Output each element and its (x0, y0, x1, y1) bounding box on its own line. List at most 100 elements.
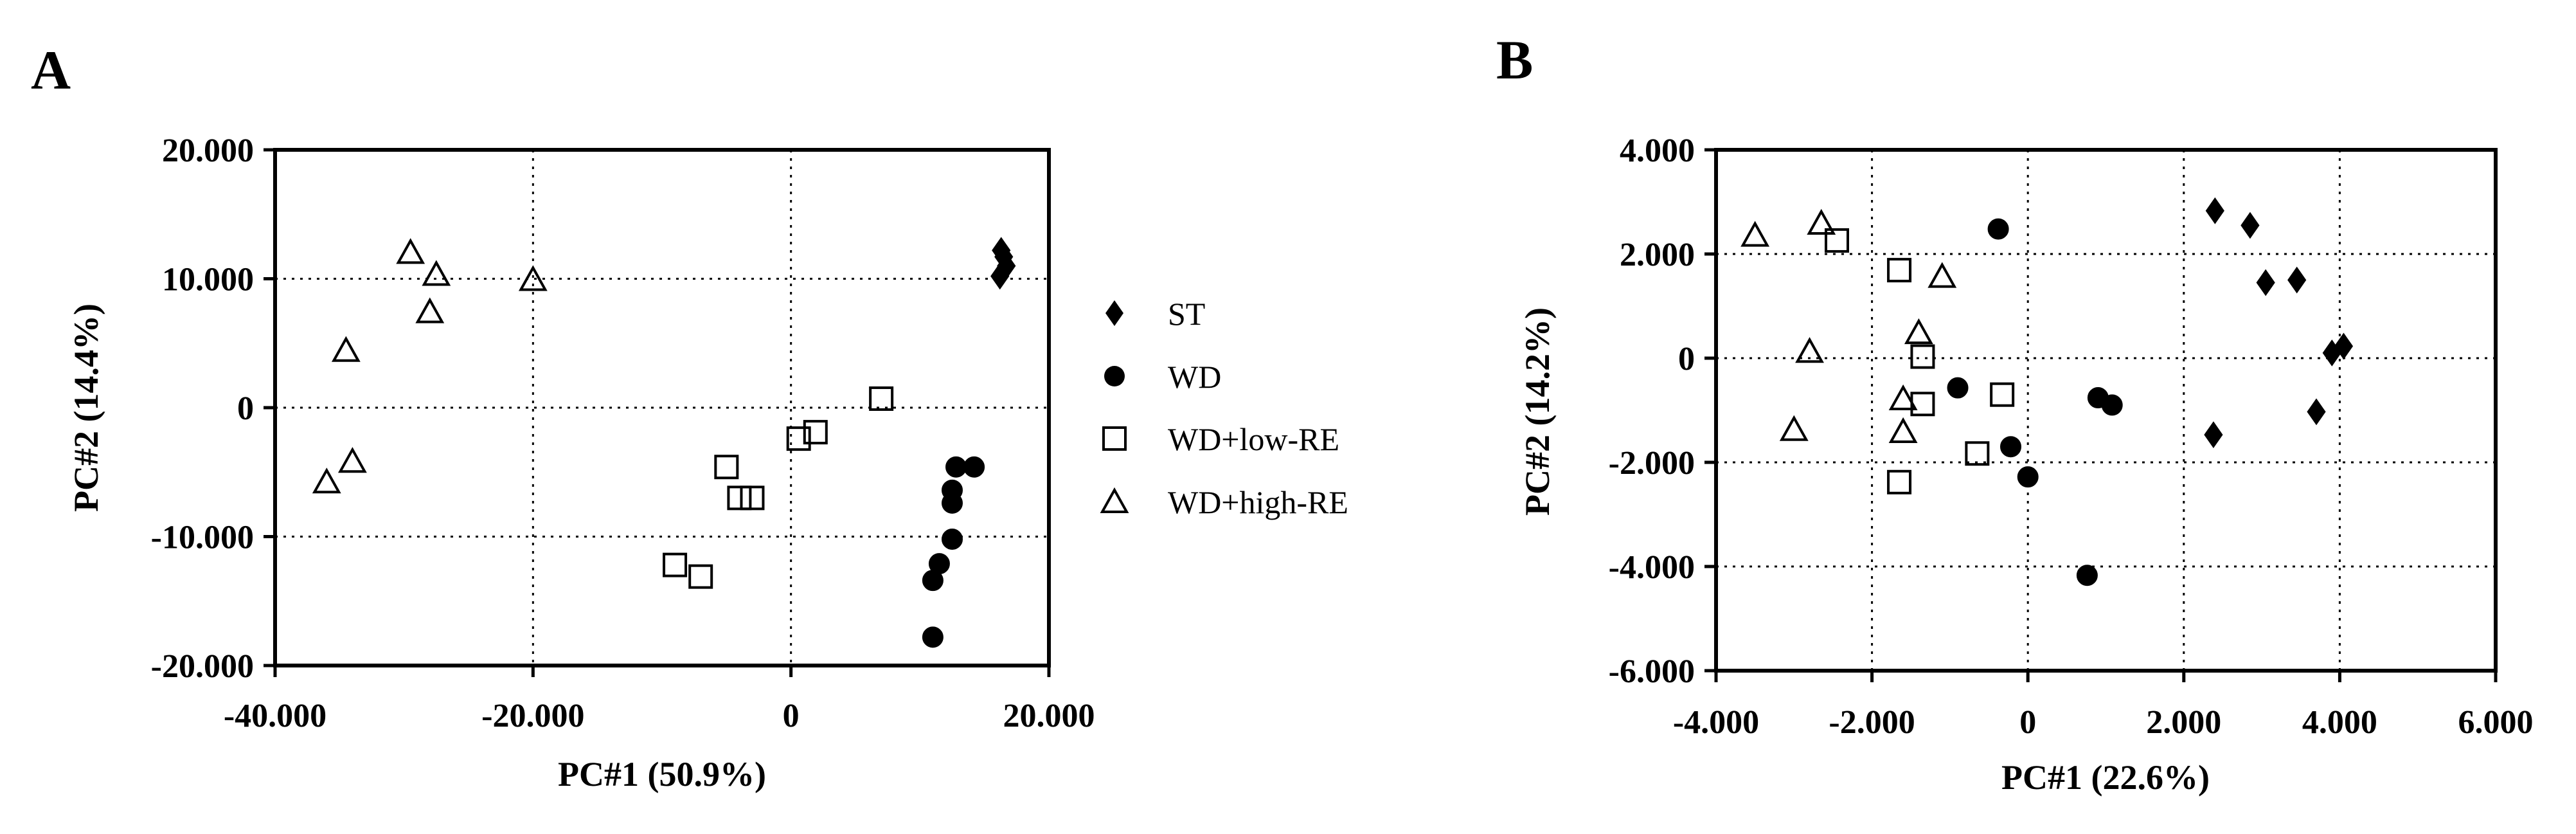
panel-a-y-tick-label: -20.000 (151, 648, 254, 685)
panel-b-point-wd-low-re (1965, 441, 1990, 466)
panel-a-point-wd-high-re (312, 467, 341, 494)
panel-a-x-tick-label: 0 (783, 698, 800, 734)
panel-a-point-wd (928, 553, 950, 575)
panel-b-point-st (2307, 398, 2326, 426)
panel-a-point-wd-low-re (714, 455, 739, 480)
panel-a-point-wd-high-re (422, 260, 451, 286)
panel-b-point-wd (2000, 436, 2022, 458)
legend-item-wd: WD (1104, 359, 1221, 395)
panel-b-y-tick-label: 2.000 (1620, 237, 1695, 273)
legend-item-wd-low-re: WD+low-RE (1102, 421, 1339, 457)
panel-b-point-wd (2101, 394, 2123, 416)
panel-b-point-wd-high-re (1807, 208, 1836, 235)
panel-a-point-wd-low-re (803, 420, 828, 445)
panel-a-y-tick-label: 0 (237, 390, 254, 427)
panel-a-letter: A (31, 39, 71, 101)
panel-b-point-st (2204, 421, 2223, 448)
panel-b-point-wd-high-re (1888, 417, 1918, 444)
panel-b-letter: B (1496, 29, 1533, 91)
panel-a-y-tick-label: 10.000 (162, 262, 254, 298)
panel-b-x-tick-label: 0 (2019, 704, 2036, 741)
legend-marker-triangle (1100, 487, 1129, 513)
panel-b-point-wd (2076, 565, 2098, 586)
panel-b-point-wd (1987, 218, 2009, 240)
panel-b-x-axis-title: PC#1 (22.6%) (2001, 758, 2210, 797)
panel-a-points (312, 237, 1016, 648)
panel-a-point-wd-low-re (740, 485, 765, 511)
panel-a-point-wd-high-re (518, 265, 548, 291)
panel-a-point-wd (942, 479, 963, 501)
panel-a-x-tick-label: 20.000 (1003, 698, 1095, 734)
panel-a-point-wd (942, 529, 963, 550)
panel-b-y-tick-label: 4.000 (1620, 132, 1695, 169)
panel-b-point-wd-high-re (1740, 221, 1770, 247)
panel-b-y-tick-label: 0 (1678, 341, 1695, 377)
panel-b: B -4.000 -2.000 0 2.000 4.000 6.000-6.000-4.0… (1496, 29, 2534, 797)
panel-b-point-wd-low-re (1887, 469, 1912, 494)
panel-b-point-wd (1947, 377, 1969, 399)
panel-a-y-tick-label: -10.000 (151, 520, 254, 556)
panel-a-point-wd (922, 626, 944, 648)
panel-a-point-wd-low-re (688, 564, 713, 589)
panel-b-point-wd-high-re (1928, 262, 1957, 288)
panel-a-ticks: -40.000 -20.000 0 20.000 -20.000 -10.000 0 10.0… (151, 132, 1095, 734)
panel-a-point-wd-low-re (727, 485, 752, 511)
panel-a-point-wd-low-re (663, 552, 688, 577)
panel-b-points (1740, 197, 2354, 586)
legend-label-wd-low-re: WD+low-RE (1168, 421, 1339, 457)
panel-a-point-wd (945, 456, 967, 478)
panel-b-point-wd-high-re (1904, 318, 1933, 345)
legend-marker-circle (1104, 366, 1125, 386)
panel-b-point-wd-high-re (1888, 384, 1918, 410)
panel-b-point-wd-low-re (1910, 344, 1935, 369)
panel-a-point-wd-high-re (415, 297, 445, 323)
panel-b-plot-frame (1714, 148, 2498, 673)
panel-b-y-tick-label: -4.000 (1609, 549, 1695, 586)
panel-b-point-st (2241, 212, 2260, 239)
panel-a-grid (275, 150, 1049, 666)
legend-marker-diamond (1105, 300, 1123, 326)
panel-b-point-wd-high-re (1795, 337, 1824, 363)
panel-b-point-wd (2017, 466, 2039, 488)
legend-item-st: ST (1105, 296, 1205, 332)
legend: ST WD WD+low-RE WD+high-RE (1100, 296, 1348, 520)
panel-b-x-tick-label: -2.000 (1829, 704, 1915, 741)
panel-b-x-tick-label: 2.000 (2146, 704, 2221, 741)
panel-b-grid (1716, 150, 2496, 671)
panel-b-x-tick-label: -4.000 (1673, 704, 1759, 741)
panel-a-x-axis-title: PC#1 (50.9%) (558, 755, 766, 793)
panel-a-point-wd-low-re (869, 386, 894, 411)
legend-label-wd: WD (1168, 359, 1221, 395)
panel-a-y-axis-title: PC#2 (14.4%) (67, 304, 105, 512)
panel-b-y-axis-title: PC#2 (14.2%) (1518, 307, 1557, 516)
panel-a-y-tick-label: 20.000 (162, 132, 254, 169)
legend-marker-square (1102, 426, 1127, 451)
panel-a-point-wd-low-re (786, 426, 811, 451)
panel-b-x-tick-label: 6.000 (2458, 704, 2534, 741)
panel-b-point-wd-low-re (1887, 258, 1912, 283)
panel-a-point-wd-high-re (337, 447, 367, 473)
panel-b-point-st (2205, 197, 2224, 224)
panel-a: A -40.000 -20.000 0 20.000 -20.000 -10.000 0 10… (31, 39, 1095, 793)
panel-b-point-wd-high-re (1779, 415, 1809, 441)
panel-b-point-wd-low-re (1825, 228, 1850, 253)
panel-a-point-wd (963, 456, 985, 478)
panel-a-point-st (992, 237, 1011, 264)
panel-a-point-wd-high-re (331, 336, 361, 362)
panel-b-point-st (2334, 332, 2354, 360)
panel-a-x-tick-label: -40.000 (224, 698, 326, 734)
panel-b-point-wd-low-re (1910, 392, 1935, 417)
panel-a-x-tick-label: -20.000 (481, 698, 584, 734)
panel-b-point-wd-low-re (1990, 382, 2015, 407)
panel-b-y-tick-label: -6.000 (1609, 653, 1695, 690)
panel-a-point-wd-high-re (396, 238, 425, 264)
legend-item-wd-high-re: WD+high-RE (1100, 484, 1348, 520)
panel-b-point-st (2287, 266, 2307, 294)
panel-b-point-st (2256, 269, 2275, 296)
panel-b-ticks: -4.000 -2.000 0 2.000 4.000 6.000 -6.000 -4.000… (1609, 132, 2534, 741)
panel-b-y-tick-label: -2.000 (1609, 445, 1695, 482)
legend-label-st: ST (1168, 296, 1205, 332)
panel-b-x-tick-label: 4.000 (2302, 704, 2377, 741)
legend-label-wd-high-re: WD+high-RE (1168, 484, 1348, 520)
